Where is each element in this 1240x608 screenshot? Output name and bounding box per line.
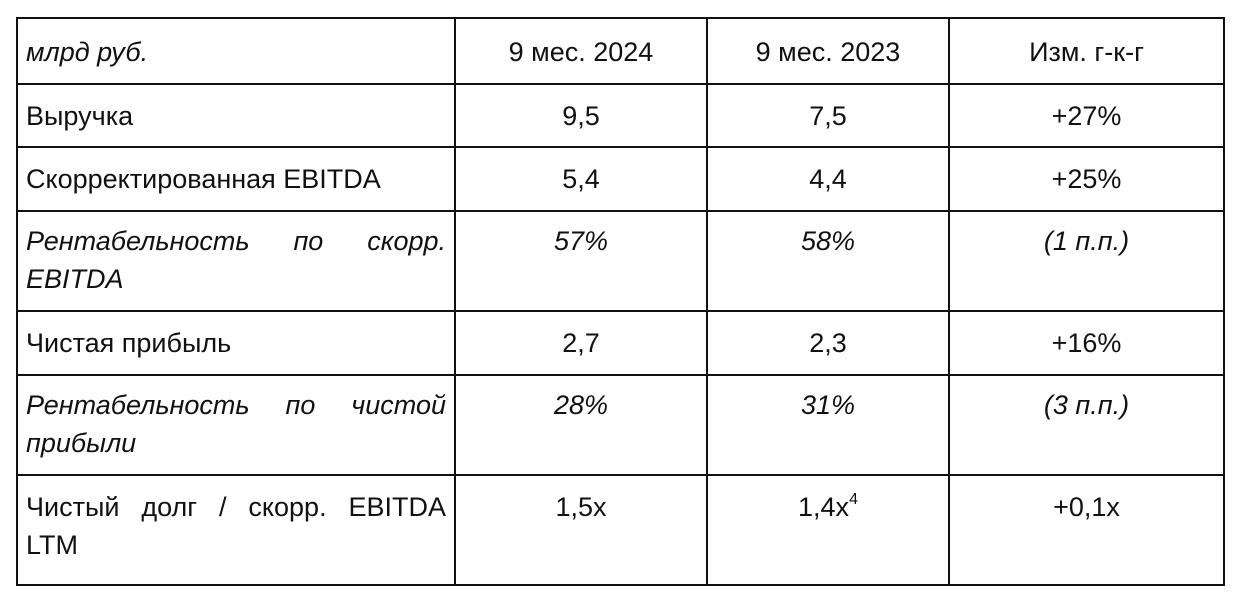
table-row-net-profit: Чистая прибыль 2,7 2,3 +16% [16,310,1225,376]
financial-summary-table-container: млрд руб. 9 мес. 2024 9 мес. 2023 Изм. г… [16,17,1225,586]
row-label: Чистая прибыль [16,310,456,376]
table-header-row: млрд руб. 9 мес. 2024 9 мес. 2023 Изм. г… [16,17,1225,85]
row-label: Чистый долг / скорр. EBITDA LTM [16,474,456,586]
cell-9m-2023: 58% [706,210,950,312]
footnote-marker: 4 [849,491,858,508]
cell-9m-2024: 9,5 [454,83,708,148]
cell-yoy-change: (3 п.п.) [948,374,1225,476]
row-label: Рентабельность по чистой прибыли [16,374,456,476]
header-9m-2024: 9 мес. 2024 [454,17,708,85]
header-9m-2023: 9 мес. 2023 [706,17,950,85]
cell-9m-2023: 31% [706,374,950,476]
cell-yoy-change: +27% [948,83,1225,148]
cell-9m-2023: 2,3 [706,310,950,376]
cell-9m-2023: 4,4 [706,146,950,212]
cell-9m-2024: 1,5x [454,474,708,586]
financial-summary-table: млрд руб. 9 мес. 2024 9 мес. 2023 Изм. г… [16,17,1225,586]
row-label: Скорректированная EBITDA [16,146,456,212]
header-unit: млрд руб. [16,17,456,85]
cell-yoy-change: (1 п.п.) [948,210,1225,312]
cell-9m-2024: 28% [454,374,708,476]
cell-yoy-change: +0,1x [948,474,1225,586]
cell-9m-2023: 7,5 [706,83,950,148]
table-row-ebitda-margin: Рентабельность по скорр. EBITDA 57% 58% … [16,210,1225,312]
cell-9m-2024: 5,4 [454,146,708,212]
row-label: Рентабельность по скорр. EBITDA [16,210,456,312]
cell-9m-2023: 1,4x4 [706,474,950,586]
table-row-adjusted-ebitda: Скорректированная EBITDA 5,4 4,4 +25% [16,146,1225,212]
table-row-net-debt-ebitda: Чистый долг / скорр. EBITDA LTM 1,5x 1,4… [16,474,1225,586]
cell-9m-2024: 57% [454,210,708,312]
row-label: Выручка [16,83,456,148]
table-row-revenue: Выручка 9,5 7,5 +27% [16,83,1225,148]
table-row-net-margin: Рентабельность по чистой прибыли 28% 31%… [16,374,1225,476]
cell-yoy-change: +16% [948,310,1225,376]
cell-value: 1,4x [798,492,850,522]
header-yoy-change: Изм. г-к-г [948,17,1225,85]
cell-yoy-change: +25% [948,146,1225,212]
cell-9m-2024: 2,7 [454,310,708,376]
